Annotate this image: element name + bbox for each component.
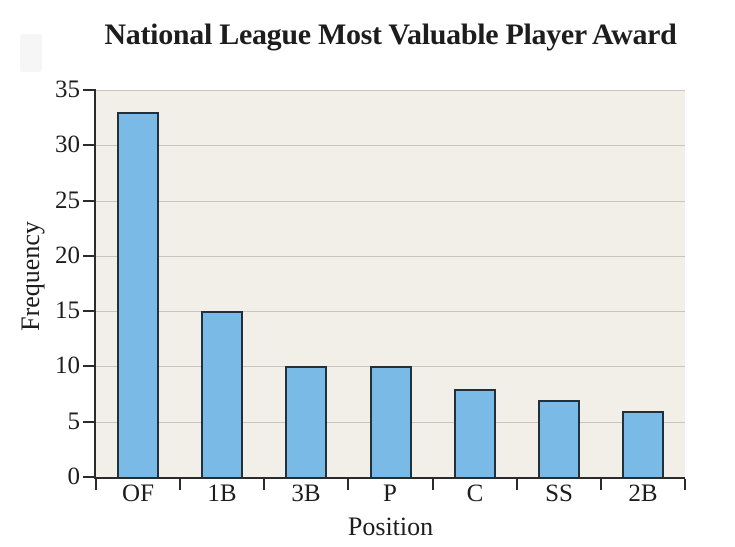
- bar-OF: [117, 112, 159, 477]
- x-category-label-OF: OF: [122, 480, 154, 507]
- bar-3B: [285, 366, 327, 477]
- x-category-label-3B: 3B: [291, 480, 321, 507]
- x-category-label-C: C: [466, 480, 484, 507]
- y-tick-30: [83, 144, 96, 146]
- y-tick-15: [83, 310, 96, 312]
- y-gridline-35: [96, 90, 685, 91]
- y-tick-5: [83, 421, 96, 423]
- y-tick-label-20: 20: [55, 242, 80, 269]
- plot-area: [94, 90, 685, 479]
- bar-C: [454, 389, 496, 477]
- y-tick-label-35: 35: [55, 76, 80, 103]
- bar-1B: [201, 311, 243, 477]
- x-axis-title: Position: [347, 512, 434, 541]
- x-tick-0: [95, 479, 97, 490]
- y-tick-label-10: 10: [55, 352, 80, 379]
- bar-2B: [622, 411, 664, 477]
- chart-title: National League Most Valuable Player Awa…: [104, 18, 677, 51]
- bar-SS: [538, 400, 580, 477]
- bar-P: [370, 366, 412, 477]
- x-tick-3: [347, 479, 349, 490]
- y-gridline-15: [96, 311, 685, 312]
- y-tick-20: [83, 255, 96, 257]
- y-tick-label-15: 15: [55, 297, 80, 324]
- y-tick-10: [83, 365, 96, 367]
- y-axis-title: Frequency: [16, 221, 45, 331]
- y-tick-label-30: 30: [55, 131, 80, 158]
- x-category-label-2B: 2B: [628, 480, 658, 507]
- y-gridline-20: [96, 256, 685, 257]
- scan-artifact-square: [20, 34, 42, 72]
- y-tick-25: [83, 200, 96, 202]
- x-tick-4: [432, 479, 434, 490]
- x-category-label-SS: SS: [545, 480, 573, 507]
- x-tick-2: [263, 479, 265, 490]
- y-tick-label-25: 25: [55, 187, 80, 214]
- x-tick-5: [516, 479, 518, 490]
- y-gridline-30: [96, 145, 685, 146]
- x-tick-6: [600, 479, 602, 490]
- y-tick-0: [83, 476, 96, 478]
- y-tick-label-0: 0: [67, 463, 81, 490]
- y-tick-label-5: 5: [67, 408, 81, 435]
- x-tick-7: [684, 479, 686, 490]
- y-tick-35: [83, 89, 96, 91]
- x-category-label-1B: 1B: [207, 480, 237, 507]
- x-tick-1: [179, 479, 181, 490]
- x-category-label-P: P: [383, 480, 397, 507]
- y-gridline-25: [96, 201, 685, 202]
